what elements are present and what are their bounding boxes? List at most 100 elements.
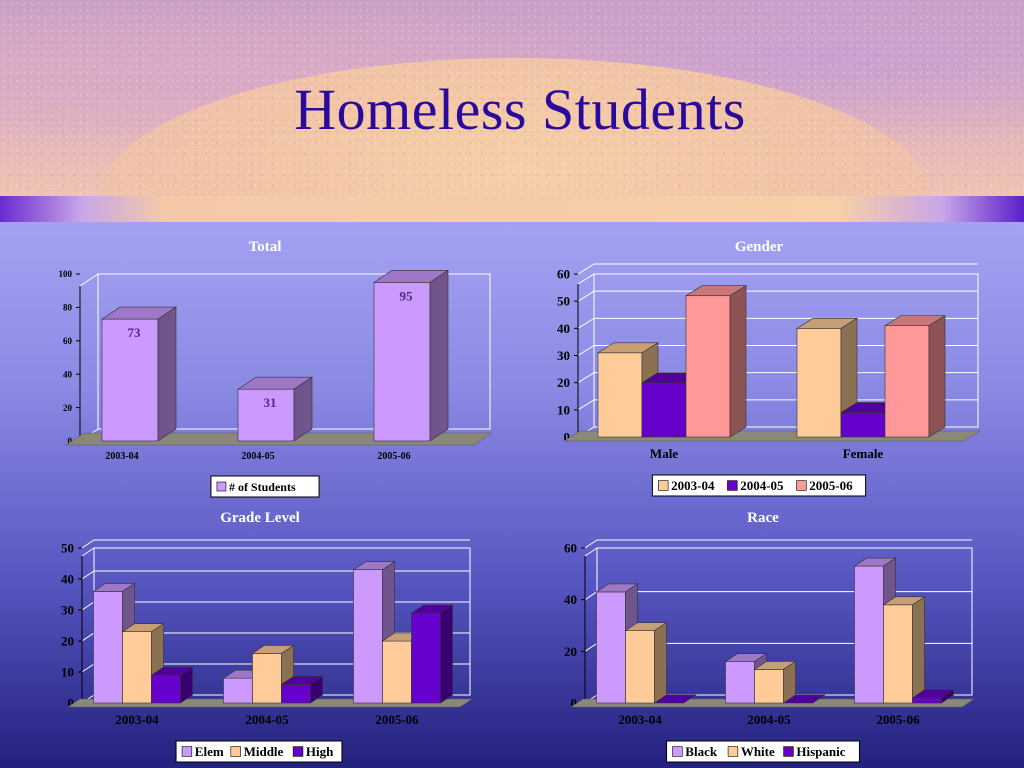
chart-legend: # of Students [210,475,320,498]
legend-swatch [658,480,669,491]
chart-title: Gender [735,239,784,255]
y-tick-label: 20 [63,403,73,413]
legend-label: White [741,744,775,759]
legend-label: 2005-06 [809,478,853,493]
bar-front [884,325,930,438]
legend-swatch [292,746,304,757]
bar-front [151,674,181,704]
bar-side [812,694,825,704]
chart-gender: Gender 0 10 20 30 40 50 60 Male Female 2003-04 2004… [557,239,981,497]
y-tick-label: 0 [68,436,73,446]
gridline [584,539,972,549]
y-tick-label: 0 [68,696,75,711]
bar-front [754,669,784,704]
category-label: Male [650,446,678,461]
data-label: 31 [264,395,277,410]
y-tick-label: 40 [564,592,577,607]
legend-swatch [181,746,193,757]
title-banner [0,0,1024,196]
legend-label: Middle [244,744,284,759]
y-tick-label: 60 [557,267,570,282]
legend-swatch [727,480,738,491]
bar [882,596,926,704]
chart-legend: Black White Hispanic [666,740,860,763]
bar-front [353,569,383,704]
gridline [577,290,978,302]
bar: 73 [101,306,177,442]
bar [684,285,748,438]
bar-front [596,591,626,704]
y-tick-label: 20 [557,375,570,390]
bar [653,694,697,704]
data-label: 73 [128,325,142,340]
bar-front [237,388,295,442]
y-tick-label: 80 [63,303,73,313]
y-tick-label: 30 [557,348,570,363]
y-tick-label: 60 [564,541,577,556]
category-label: 2004-05 [747,712,791,727]
side-wall [577,273,595,438]
bar-front [223,677,253,704]
legend-label: High [306,744,334,759]
side-wall [584,547,598,704]
bar-front [685,295,731,438]
bar-side [729,285,747,438]
bar-side [157,306,177,442]
gridline [81,570,470,580]
bar-side [912,596,925,704]
legend-label: 2004-05 [740,478,784,493]
bar-front [854,565,884,704]
side-wall [81,547,95,704]
legend-label: Elem [195,744,224,759]
legend-label: # of Students [229,480,296,494]
bar-front [101,318,159,442]
bar-front [641,382,687,438]
chart-legend: 2003-04 2004-05 2005-06 [651,474,867,497]
bar [883,315,947,438]
legend-swatch [672,746,683,757]
bar-side [180,666,193,704]
bar [150,666,194,704]
chart-total: Total 0 20 40 60 80 100 73 2003-04 31 2004-05 95 200… [59,239,493,498]
category-label: Female [843,446,884,461]
legend-box [175,740,343,763]
data-label: 95 [400,288,414,303]
bar-side [654,622,667,704]
bar [911,689,955,704]
legend-label: Hispanic [796,744,845,759]
y-tick-label: 40 [557,321,570,336]
category-label: 2005-06 [377,451,410,462]
bar-front [725,661,755,704]
y-tick-label: 0 [564,430,571,445]
bar-front [373,282,431,442]
bar: 31 [237,376,313,442]
bar-front [597,352,643,438]
bar-side [941,689,954,704]
bar-front [625,630,655,704]
bar-front [840,412,886,438]
bar [595,583,639,704]
legend-box [210,475,320,498]
gridline [577,263,978,275]
chart-race: Race 0 20 40 60 2003-04 2004-05 2005-06 Black Whi… [564,510,975,763]
gridline [81,601,470,611]
category-label: 2003-04 [105,451,138,462]
y-tick-label: 100 [59,269,73,279]
y-tick-label: 20 [61,634,74,649]
legend-swatch [216,481,227,492]
bar-front [883,604,913,704]
legend-box [666,740,860,763]
y-tick-label: 0 [571,696,578,711]
back-wall [593,273,979,428]
chart-title: Race [747,510,779,526]
legend-swatch [796,480,807,491]
bar-front [912,697,942,704]
category-label: 2005-06 [876,712,920,727]
bar-side [683,694,696,704]
bar-side [293,376,313,442]
bar-side [429,269,449,442]
category-label: 2004-05 [245,712,289,727]
side-wall [79,273,99,442]
bar-side [928,315,946,438]
